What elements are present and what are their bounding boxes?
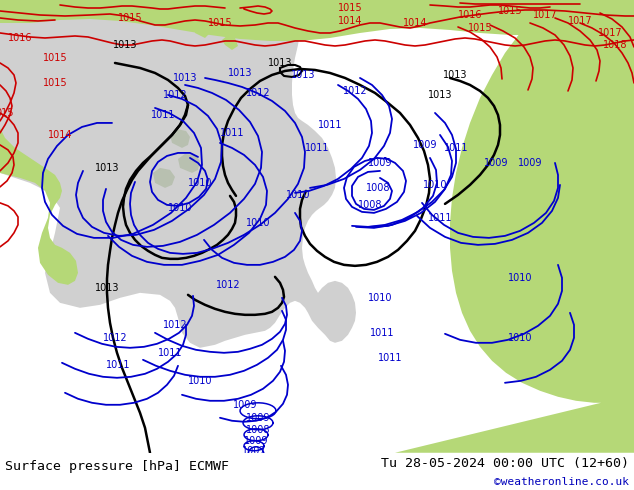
Text: 1017: 1017 xyxy=(598,28,623,38)
Polygon shape xyxy=(153,168,175,188)
Text: 1017: 1017 xyxy=(567,16,592,26)
Text: 1007: 1007 xyxy=(242,446,266,456)
Polygon shape xyxy=(0,0,634,41)
Text: 1013: 1013 xyxy=(94,283,119,293)
Text: 1013: 1013 xyxy=(428,90,452,100)
Text: 1010: 1010 xyxy=(168,203,192,213)
Text: 1011: 1011 xyxy=(378,353,402,363)
Text: 1015: 1015 xyxy=(42,78,67,88)
Polygon shape xyxy=(222,35,238,50)
Text: 1010: 1010 xyxy=(286,190,310,200)
Text: 1010: 1010 xyxy=(246,218,270,228)
Text: 1015: 1015 xyxy=(42,53,67,63)
Text: 1009: 1009 xyxy=(413,140,437,150)
Text: 1015: 1015 xyxy=(118,13,142,23)
Text: 1009: 1009 xyxy=(518,158,542,168)
Text: Tu 28-05-2024 00:00 UTC (12+60): Tu 28-05-2024 00:00 UTC (12+60) xyxy=(381,457,629,470)
Text: 015: 015 xyxy=(0,108,14,118)
Text: 1018: 1018 xyxy=(603,40,627,50)
Text: 1015: 1015 xyxy=(208,18,232,28)
Text: 1012: 1012 xyxy=(103,333,127,343)
Polygon shape xyxy=(170,129,190,148)
Text: 1013: 1013 xyxy=(94,163,119,173)
Text: 1010: 1010 xyxy=(423,180,447,190)
Text: 1014: 1014 xyxy=(403,18,427,28)
Text: 1017: 1017 xyxy=(533,10,557,20)
Text: 1008: 1008 xyxy=(358,200,382,210)
Text: 1008: 1008 xyxy=(246,425,270,435)
Text: 1009: 1009 xyxy=(243,436,268,446)
Polygon shape xyxy=(194,23,210,38)
Text: 1009: 1009 xyxy=(484,158,508,168)
Polygon shape xyxy=(178,154,200,173)
Text: 1010: 1010 xyxy=(368,293,392,303)
Text: 1008: 1008 xyxy=(366,183,391,193)
Text: 1013: 1013 xyxy=(443,70,467,80)
Text: 1010: 1010 xyxy=(508,273,533,283)
Polygon shape xyxy=(0,0,78,285)
Text: 1015: 1015 xyxy=(468,23,493,33)
Text: 1014: 1014 xyxy=(48,130,72,140)
Text: 1011: 1011 xyxy=(318,120,342,130)
Text: 1011: 1011 xyxy=(151,110,175,120)
Text: 1014: 1014 xyxy=(338,16,362,26)
Text: 1011: 1011 xyxy=(106,360,130,370)
Polygon shape xyxy=(0,0,356,348)
Text: 1012: 1012 xyxy=(163,90,187,100)
Text: 1009: 1009 xyxy=(246,413,270,423)
Text: 1010: 1010 xyxy=(508,333,533,343)
Text: 1011: 1011 xyxy=(158,348,182,358)
Text: 1011: 1011 xyxy=(370,328,394,338)
Text: 1012: 1012 xyxy=(163,320,187,330)
Polygon shape xyxy=(395,0,634,453)
Text: 1011: 1011 xyxy=(305,143,329,153)
Text: 1012: 1012 xyxy=(246,88,270,98)
Text: 1011: 1011 xyxy=(220,128,244,138)
Text: 1013: 1013 xyxy=(172,73,197,83)
Text: ©weatheronline.co.uk: ©weatheronline.co.uk xyxy=(494,477,629,487)
Text: 1016: 1016 xyxy=(458,10,482,20)
Text: Surface pressure [hPa] ECMWF: Surface pressure [hPa] ECMWF xyxy=(5,461,229,473)
Text: 1012: 1012 xyxy=(216,280,240,290)
Text: 1010: 1010 xyxy=(188,376,212,386)
Text: 1013: 1013 xyxy=(113,40,137,50)
Text: 1009: 1009 xyxy=(233,400,257,410)
Text: 1013: 1013 xyxy=(291,70,315,80)
Text: 1010: 1010 xyxy=(188,178,212,188)
Text: 1009: 1009 xyxy=(368,158,392,168)
Text: 1016: 1016 xyxy=(8,33,32,43)
Text: 1012: 1012 xyxy=(343,86,367,96)
Text: 1015: 1015 xyxy=(498,6,522,16)
Text: 1011: 1011 xyxy=(428,213,452,223)
Text: 1013: 1013 xyxy=(268,58,292,68)
Text: 1015: 1015 xyxy=(338,3,362,13)
Text: 1013: 1013 xyxy=(228,68,252,78)
Text: 1011: 1011 xyxy=(444,143,469,153)
